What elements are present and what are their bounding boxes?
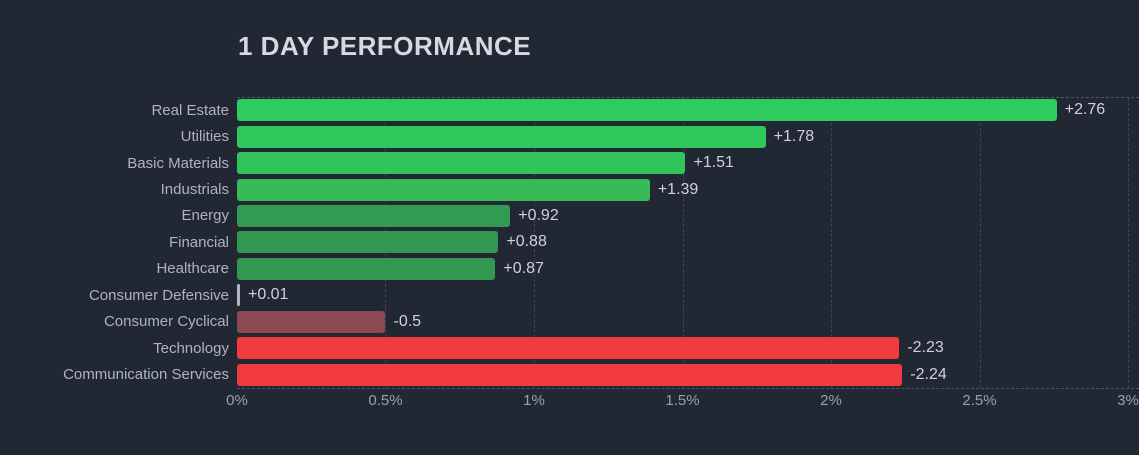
x-tick-2-: 2%	[820, 392, 842, 409]
x-tick-0-: 0%	[226, 392, 248, 409]
gridline-baseline	[237, 388, 1139, 389]
chart-title: 1 DAY PERFORMANCE	[238, 31, 532, 61]
chart-row-healthcare: Healthcare +0.87	[0, 256, 1139, 282]
bar-industrials[interactable]	[237, 178, 650, 201]
x-tick-0-5-: 0.5%	[368, 392, 403, 409]
chart-row-energy: Energy +0.92	[0, 203, 1139, 229]
category-label-technology: Technology	[153, 339, 229, 357]
x-axis: 0% 0.5% 1% 1.5% 2% 2.5% 3%	[226, 392, 1139, 414]
category-label-communication-services: Communication Services	[63, 366, 229, 384]
x-tick-2-5-: 2.5%	[962, 392, 997, 409]
category-label-real-estate: Real Estate	[151, 101, 229, 119]
value-label-technology: -2.23	[907, 339, 944, 357]
value-label-real-estate: +2.76	[1064, 101, 1106, 119]
gridline-3-	[1128, 98, 1129, 388]
gridline-top	[237, 97, 1139, 98]
value-label-consumer-cyclical: -0.5	[393, 312, 422, 330]
bar-track: +2.76	[237, 99, 1128, 122]
bar-track: -2.23	[237, 337, 1128, 360]
category-label-consumer-cyclical: Consumer Cyclical	[103, 313, 229, 331]
chart-row-financial: Financial +0.88	[0, 229, 1139, 255]
gridline-2-5-	[979, 98, 981, 388]
bar-communication-services[interactable]	[237, 363, 903, 386]
gridline-1-	[533, 98, 535, 388]
category-label-energy: Energy	[181, 207, 229, 225]
value-label-basic-materials: +1.51	[693, 154, 734, 172]
value-label-communication-services: -2.24	[910, 365, 947, 383]
category-label-consumer-defensive: Consumer Defensive	[88, 286, 229, 304]
category-label-industrials: Industrials	[160, 181, 229, 199]
chart-row-communication-services: Communication Services -2.24	[0, 361, 1139, 387]
value-label-energy: +0.92	[518, 206, 559, 224]
category-label-healthcare: Healthcare	[156, 260, 229, 278]
bar-track: +1.78	[237, 125, 1128, 148]
gridline-2-	[830, 98, 832, 388]
gridline-1-5-	[682, 98, 684, 388]
bar-energy[interactable]	[237, 204, 511, 227]
bar-track: +1.39	[237, 178, 1128, 201]
chart-row-basic-materials: Basic Materials +1.51	[0, 150, 1139, 176]
bar-real-estate[interactable]	[237, 99, 1057, 122]
bar-track: +0.92	[237, 204, 1128, 227]
category-label-financial: Financial	[168, 233, 229, 251]
category-label-utilities: Utilities	[180, 128, 229, 146]
bar-track: +0.88	[237, 231, 1128, 254]
value-label-healthcare: +0.87	[503, 259, 544, 277]
chart-row-industrials: Industrials +1.39	[0, 176, 1139, 202]
value-label-utilities: +1.78	[773, 127, 815, 145]
x-tick-1-: 1%	[523, 392, 545, 409]
bar-basic-materials[interactable]	[237, 152, 686, 175]
chart-row-consumer-cyclical: Consumer Cyclical -0.5	[0, 309, 1139, 335]
value-label-industrials: +1.39	[657, 180, 699, 198]
category-label-basic-materials: Basic Materials	[127, 154, 229, 172]
value-label-financial: +0.88	[506, 233, 547, 251]
bar-technology[interactable]	[237, 337, 900, 360]
chart-row-consumer-defensive: Consumer Defensive +0.01	[0, 282, 1139, 308]
x-tick-3-: 3%	[1117, 392, 1139, 409]
bar-track: +0.01	[237, 284, 1128, 307]
chart-row-utilities: Utilities +1.78	[0, 123, 1139, 149]
chart-rows: Real Estate +2.76 Utilities +1.78 Basic Mate…	[0, 97, 1139, 388]
bar-financial[interactable]	[237, 231, 499, 254]
bar-consumer-cyclical[interactable]	[237, 310, 386, 333]
bar-track: -0.5	[237, 310, 1128, 333]
bar-utilities[interactable]	[237, 125, 766, 148]
bar-track: -2.24	[237, 363, 1128, 386]
bar-track: +1.51	[237, 152, 1128, 175]
bar-consumer-defensive[interactable]	[237, 284, 240, 307]
chart-row-real-estate: Real Estate +2.76	[0, 97, 1139, 123]
x-tick-1-5-: 1.5%	[665, 392, 700, 409]
value-label-consumer-defensive: +0.01	[247, 286, 289, 304]
bar-track: +0.87	[237, 257, 1128, 280]
chart-row-technology: Technology -2.23	[0, 335, 1139, 361]
bar-healthcare[interactable]	[237, 257, 496, 280]
